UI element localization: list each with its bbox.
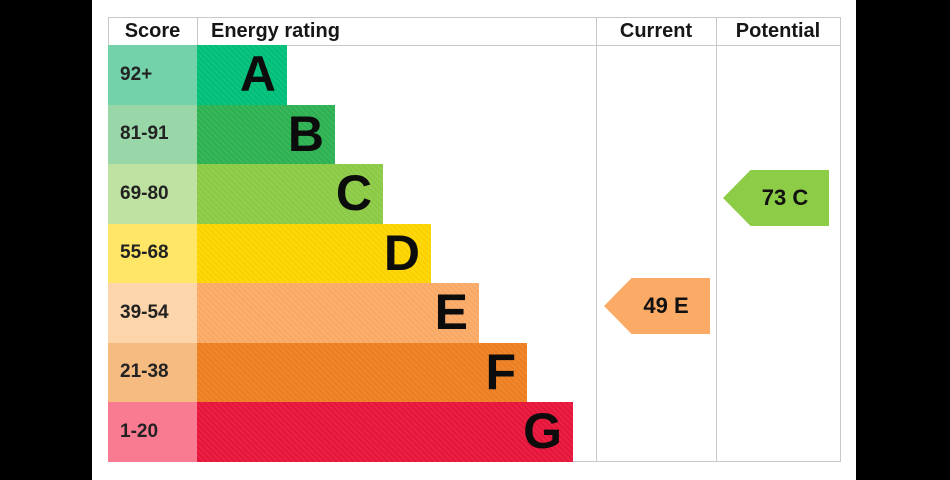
rating-bar-e: E [197,283,479,343]
band-row-g: 1-20 G [108,402,841,462]
table-top-border [108,17,841,18]
epc-chart: Score Energy rating Current Potential 92… [92,0,856,480]
rating-bar-c: C [197,164,383,224]
rating-bar-b: B [197,104,335,164]
rating-letter-e: E [434,284,468,340]
score-column-divider [197,17,198,45]
rating-bar-f: F [197,342,527,402]
score-cell-a: 92+ [108,45,197,105]
header-current: Current [619,20,693,42]
band-row-b: 81-91 B [108,104,841,164]
table-bottom-border [108,461,841,462]
current-rating-label: 49 E [643,293,689,318]
header-score: Score [124,20,181,42]
band-row-c: 69-80 C [108,164,841,224]
rating-letter-d: D [383,224,420,281]
score-cell-d: 55-68 [108,223,197,283]
rating-letter-a: A [239,46,276,102]
potential-column-divider [716,17,717,462]
header-energy-rating: Energy rating [211,20,340,42]
header-left-border [108,17,109,45]
band-row-f: 21-38 F [108,342,841,402]
rating-bar-a: A [197,45,287,105]
potential-rating-label: 73 C [761,185,809,210]
rating-letter-f: F [485,343,516,400]
header-bottom-border [108,45,841,46]
rating-letter-g: G [523,403,562,459]
header-potential: Potential [735,20,821,42]
score-cell-c: 69-80 [108,164,197,224]
score-cell-g: 1-20 [108,402,197,462]
rating-letter-c: C [335,165,372,221]
rating-letter-b: B [287,105,324,162]
current-column-divider [596,17,597,462]
band-row-e: 39-54 E [108,283,841,343]
score-cell-e: 39-54 [108,283,197,343]
rating-bar-g: G [197,402,573,462]
table-right-border [840,17,841,462]
band-row-d: 55-68 D [108,223,841,283]
rating-bar-d: D [197,223,431,283]
score-cell-b: 81-91 [108,104,197,164]
score-cell-f: 21-38 [108,342,197,402]
band-row-a: 92+ A [108,45,841,105]
